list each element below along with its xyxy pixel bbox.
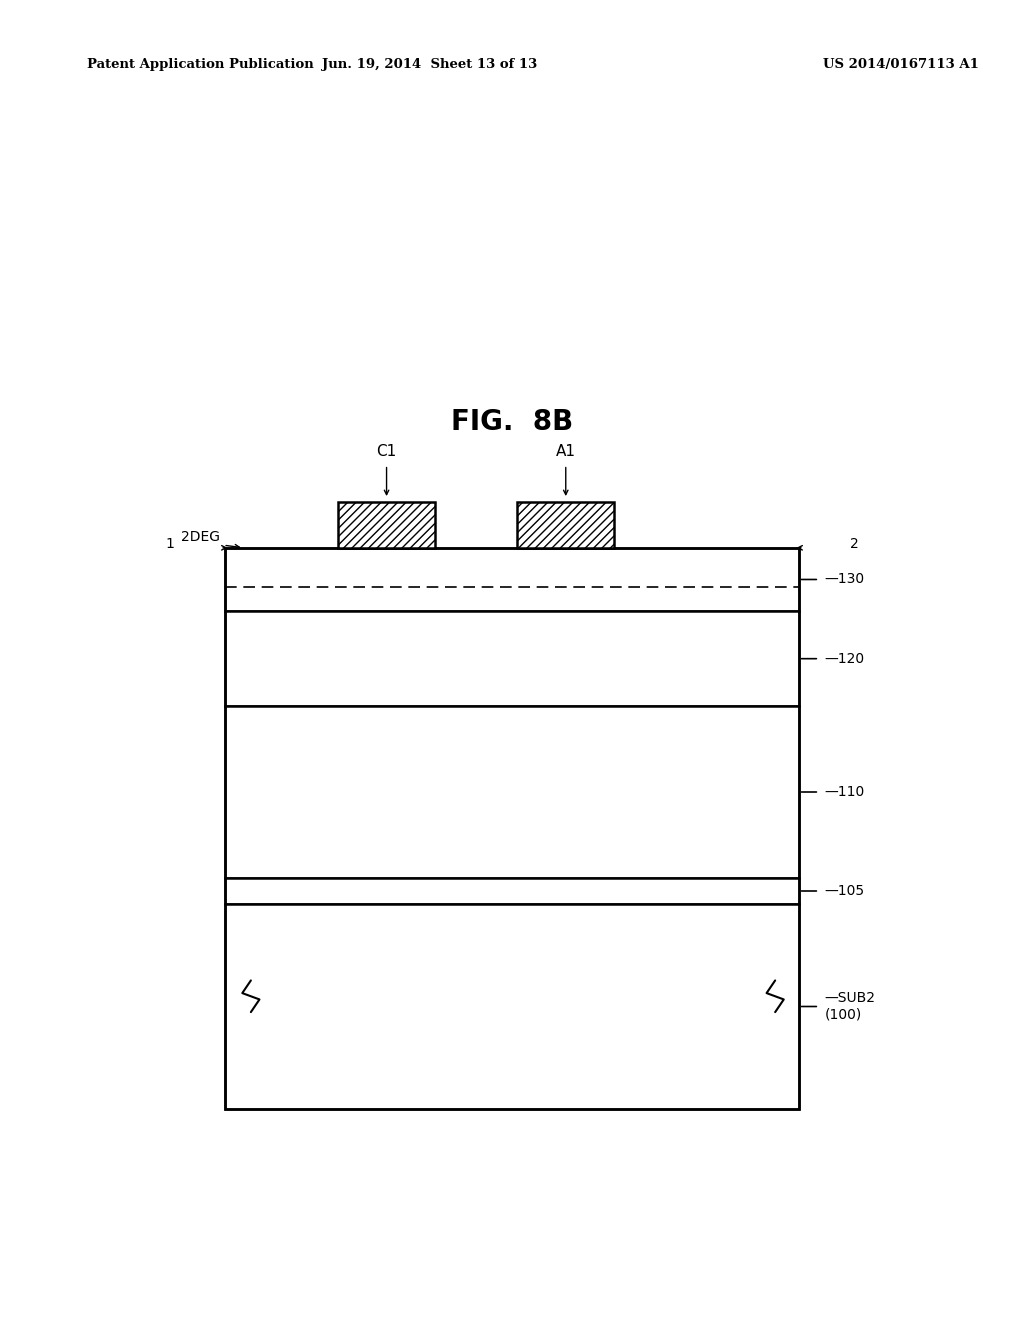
Text: —110: —110 [824,785,864,799]
Bar [225,706,799,878]
Text: A1: A1 [556,445,575,459]
Bar [225,548,799,611]
Bar [517,502,614,548]
Text: US 2014/0167113 A1: US 2014/0167113 A1 [823,58,979,71]
Text: 2: 2 [850,537,859,550]
Text: —130: —130 [824,573,864,586]
Text: 2DEG: 2DEG [181,529,220,544]
Text: Jun. 19, 2014  Sheet 13 of 13: Jun. 19, 2014 Sheet 13 of 13 [323,58,538,71]
Bar [338,502,435,548]
Text: FIG.  8B: FIG. 8B [451,408,573,437]
Bar [225,878,799,904]
Text: Patent Application Publication: Patent Application Publication [87,58,313,71]
Bar [225,611,799,706]
Bar [225,548,799,1109]
Text: —SUB2
(100): —SUB2 (100) [824,991,876,1022]
Text: —105: —105 [824,884,864,898]
Text: 1: 1 [165,537,174,550]
Text: —120: —120 [824,652,864,665]
Text: C1: C1 [377,445,396,459]
Bar [225,904,799,1109]
